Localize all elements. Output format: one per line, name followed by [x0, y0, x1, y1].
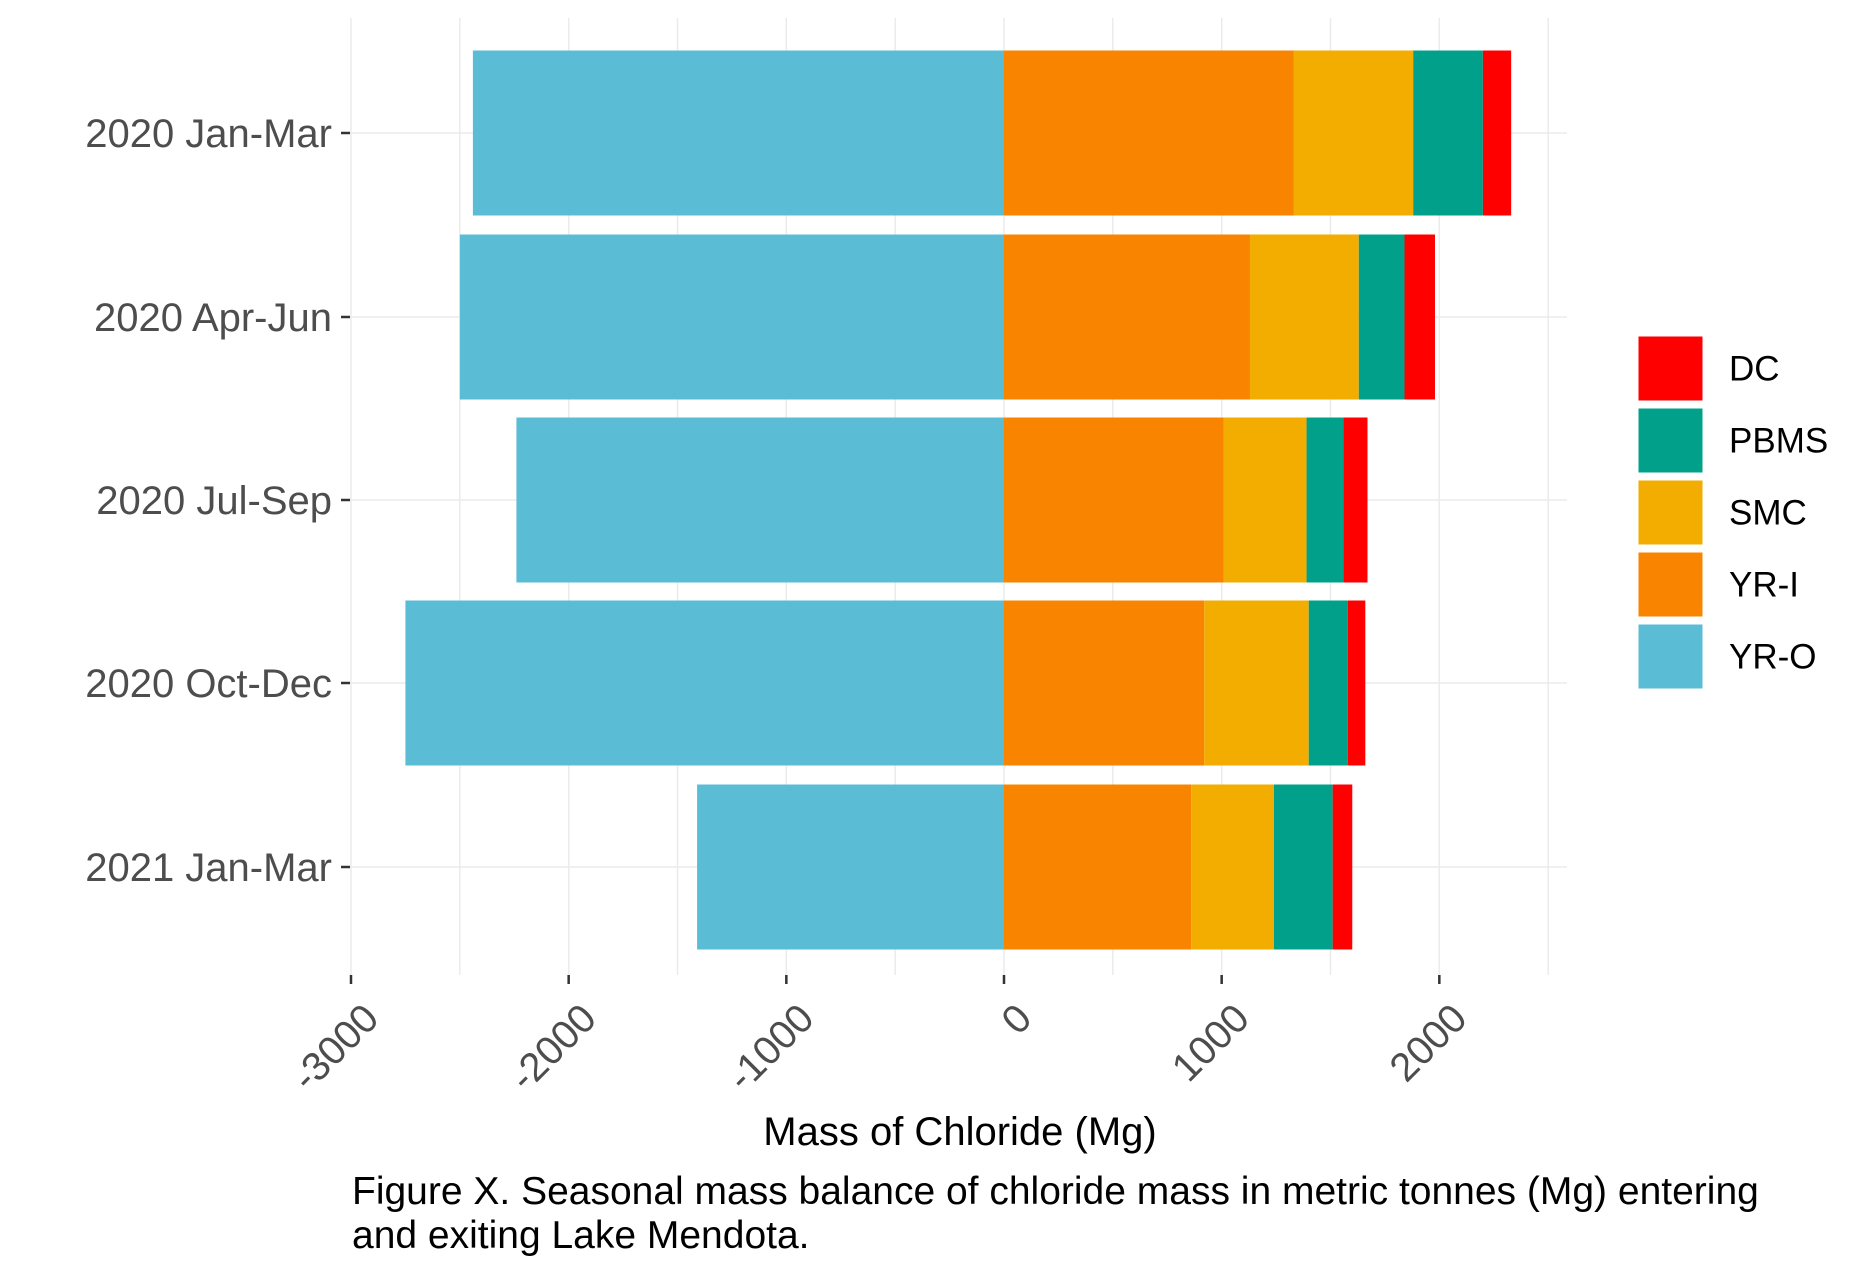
bar-pbms-1 [1413, 50, 1483, 216]
legend-label-yr-o: YR-O [1729, 638, 1817, 677]
bar-yr-o-4 [405, 600, 1005, 766]
bar-dc-2 [1404, 234, 1435, 400]
chart: 2020 Jan-Mar 2020 Apr-Jun 2020 Jul-Sep 2020… [85, 18, 1828, 1154]
legend-label-yr-i: YR-I [1729, 566, 1799, 605]
y-tick-label: 2020 Apr-Jun [94, 296, 332, 340]
caption-line-1: Figure X. Seasonal mass balance of chlor… [352, 1170, 1759, 1213]
y-tick-label: 2020 Jan-Mar [85, 112, 332, 156]
bar-smc-3 [1223, 417, 1307, 583]
legend-key-dc [1635, 333, 1706, 404]
x-tick-label: 0 [993, 996, 1040, 1043]
bar-yr-o-2 [459, 234, 1004, 400]
bar-dc-4 [1347, 600, 1366, 766]
x-axis: -3000 -2000 -1000 0 1000 2000 [284, 975, 1475, 1100]
bars [405, 50, 1512, 950]
legend-label-pbms: PBMS [1729, 422, 1828, 461]
legend-key-smc [1635, 477, 1706, 548]
y-tick-label: 2021 Jan-Mar [85, 846, 332, 890]
bar-smc-4 [1204, 600, 1309, 766]
x-axis-title: Mass of Chloride (Mg) [763, 1110, 1156, 1154]
legend-key-yr-i [1635, 549, 1706, 620]
bar-yr-i-5 [1004, 784, 1192, 950]
bar-yr-o-3 [516, 417, 1004, 583]
bar-yr-i-3 [1004, 417, 1224, 583]
bar-dc-1 [1482, 50, 1512, 216]
caption-line-2: and exiting Lake Mendota. [352, 1214, 810, 1257]
x-tick-label: 2000 [1381, 996, 1475, 1090]
bar-pbms-3 [1306, 417, 1344, 583]
x-tick-label: -2000 [501, 996, 604, 1099]
figure-caption: Figure X. Seasonal mass balance of chlor… [352, 1170, 1867, 1258]
y-tick-label: 2020 Oct-Dec [85, 662, 332, 706]
legend-key-pbms [1635, 405, 1706, 476]
bar-yr-o-5 [697, 784, 1004, 950]
bar-dc-3 [1343, 417, 1368, 583]
legend-key-yr-o [1635, 621, 1706, 692]
legend-label-smc: SMC [1729, 494, 1807, 533]
bar-smc-2 [1249, 234, 1359, 400]
y-tick-label: 2020 Jul-Sep [96, 479, 332, 523]
bar-dc-5 [1332, 784, 1353, 950]
legend-label-dc: DC [1729, 350, 1780, 389]
x-tick-label: -1000 [719, 996, 822, 1099]
x-tick-label: -3000 [284, 996, 387, 1099]
bar-pbms-5 [1273, 784, 1333, 950]
x-tick-label: 1000 [1164, 996, 1258, 1090]
bar-yr-i-2 [1004, 234, 1250, 400]
bar-smc-1 [1293, 50, 1414, 216]
bar-smc-5 [1191, 784, 1274, 950]
bar-pbms-2 [1358, 234, 1405, 400]
bar-yr-o-1 [472, 50, 1005, 216]
y-axis: 2020 Jan-Mar 2020 Apr-Jun 2020 Jul-Sep 2020… [85, 112, 350, 890]
bar-yr-i-4 [1004, 600, 1205, 766]
bar-pbms-4 [1308, 600, 1348, 766]
bar-yr-i-1 [1004, 50, 1294, 216]
legend: DC PBMS SMC YR-I YR-O [1635, 333, 1828, 692]
